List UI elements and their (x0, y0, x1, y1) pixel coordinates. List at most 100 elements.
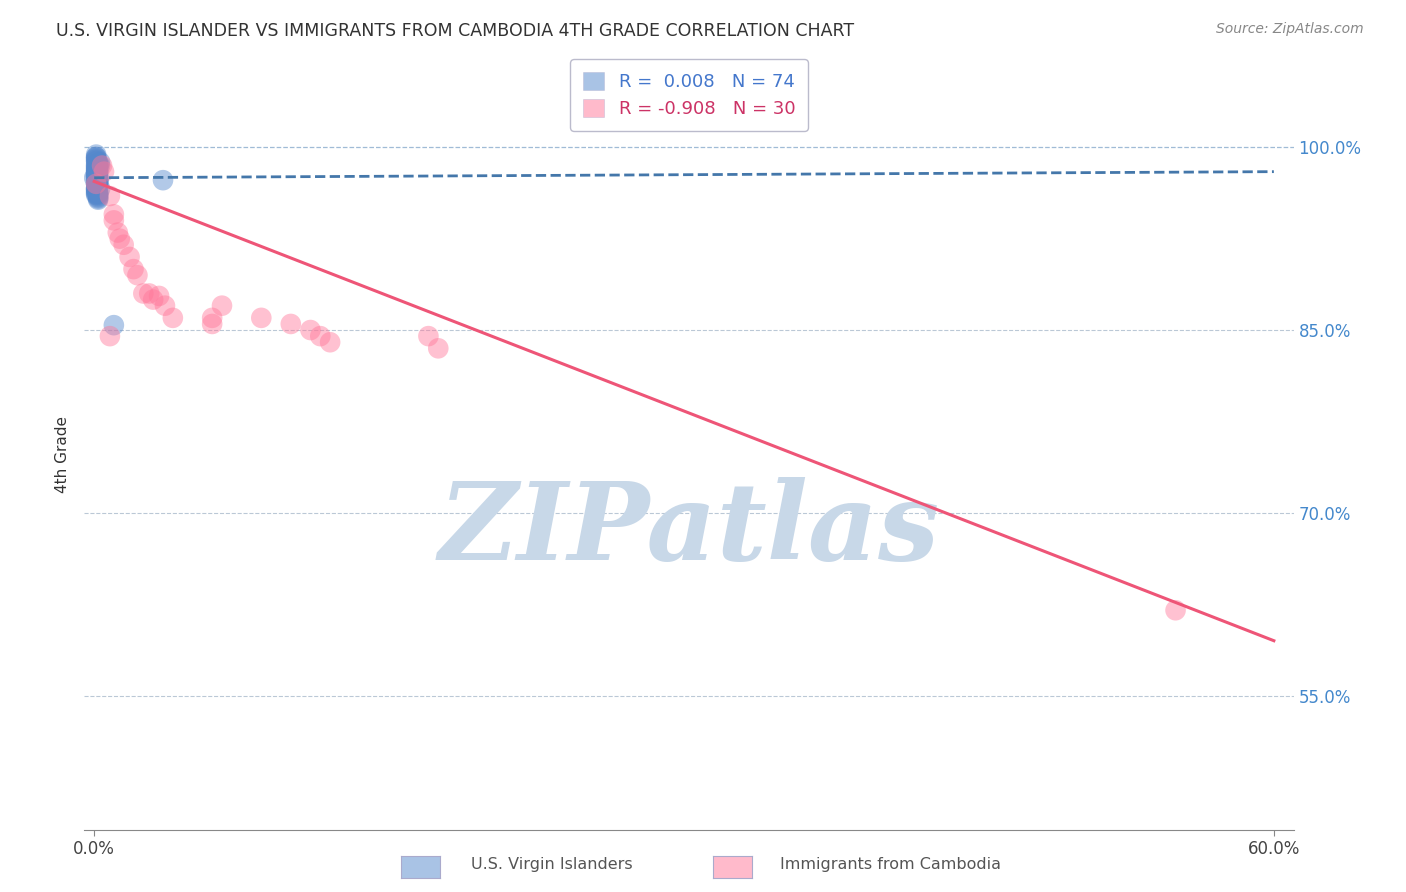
Point (132, 286, 155, 301)
Point (87, 167, 110, 181)
Point (103, 318, 125, 333)
Point (84, 160, 107, 174)
Point (84, 150, 107, 164)
Point (84, 186, 107, 201)
Point (87, 193, 110, 207)
Point (87, 163, 110, 178)
Point (84, 147, 107, 161)
Point (87, 189, 110, 203)
Point (84, 177, 107, 191)
Point (91, 159, 114, 173)
Point (89, 155, 111, 169)
Point (142, 293, 165, 307)
Point (84, 173, 107, 187)
Point (87, 160, 110, 174)
Point (87, 170, 110, 185)
Point (84, 180, 107, 194)
Point (87, 187, 110, 202)
Point (84, 166, 107, 180)
Point (84, 184, 107, 198)
Point (89, 182, 111, 196)
Point (84, 167, 107, 181)
Point (93, 164, 115, 178)
Point (87, 161, 110, 175)
Point (84, 159, 107, 173)
Point (84, 164, 107, 178)
Point (87, 179, 110, 194)
Point (103, 213, 125, 227)
Point (319, 335, 342, 350)
Point (89, 159, 111, 173)
Point (84, 187, 107, 202)
Point (299, 323, 322, 337)
Point (84, 177, 107, 191)
Y-axis label: 4th Grade: 4th Grade (55, 417, 70, 493)
Point (148, 289, 170, 303)
Point (84, 157, 107, 171)
Point (84, 167, 107, 181)
Point (84, 162, 107, 177)
Point (84, 182, 107, 196)
Point (84, 182, 107, 196)
Point (138, 286, 160, 301)
Point (87, 170, 110, 185)
Point (87, 159, 110, 173)
Point (280, 317, 302, 331)
Point (84, 169, 107, 184)
Point (84, 155, 107, 169)
Point (98, 329, 121, 343)
Point (87, 174, 110, 188)
Point (201, 310, 224, 325)
Point (309, 329, 332, 343)
Point (87, 160, 110, 174)
Point (1164, 603, 1187, 617)
Point (84, 153, 107, 167)
Point (87, 190, 110, 204)
Text: U.S. Virgin Islanders: U.S. Virgin Islanders (471, 857, 633, 872)
Point (84, 183, 107, 197)
Point (87, 184, 110, 198)
Point (118, 250, 141, 264)
Point (98, 189, 121, 203)
Point (201, 317, 224, 331)
Point (87, 172, 110, 186)
Legend: R =  0.008   N = 74, R = -0.908   N = 30: R = 0.008 N = 74, R = -0.908 N = 30 (569, 60, 808, 130)
Point (87, 172, 110, 186)
Point (112, 237, 135, 252)
Point (87, 176, 110, 190)
Point (87, 166, 110, 180)
Point (83, 170, 105, 185)
Point (152, 173, 174, 187)
Point (84, 174, 107, 188)
Point (127, 268, 149, 283)
Point (84, 150, 107, 164)
Point (418, 329, 440, 343)
Point (108, 232, 131, 246)
Point (87, 186, 110, 201)
Point (84, 169, 107, 183)
Point (122, 262, 145, 277)
Point (84, 177, 107, 191)
Point (87, 160, 110, 174)
Point (84, 153, 107, 168)
Point (427, 341, 450, 355)
Point (84, 161, 107, 175)
Point (162, 310, 184, 325)
Point (87, 179, 110, 194)
Point (84, 186, 107, 200)
Point (107, 226, 129, 240)
Point (87, 164, 110, 178)
Point (84, 164, 107, 178)
Point (103, 207, 125, 221)
Point (84, 151, 107, 165)
Point (87, 191, 110, 205)
Point (87, 156, 110, 170)
Text: U.S. VIRGIN ISLANDER VS IMMIGRANTS FROM CAMBODIA 4TH GRADE CORRELATION CHART: U.S. VIRGIN ISLANDER VS IMMIGRANTS FROM … (56, 22, 855, 40)
Point (87, 174, 110, 188)
Point (87, 177, 110, 191)
Point (87, 156, 110, 170)
Point (87, 169, 110, 184)
Point (211, 299, 233, 313)
Point (84, 169, 107, 184)
Point (84, 169, 107, 183)
